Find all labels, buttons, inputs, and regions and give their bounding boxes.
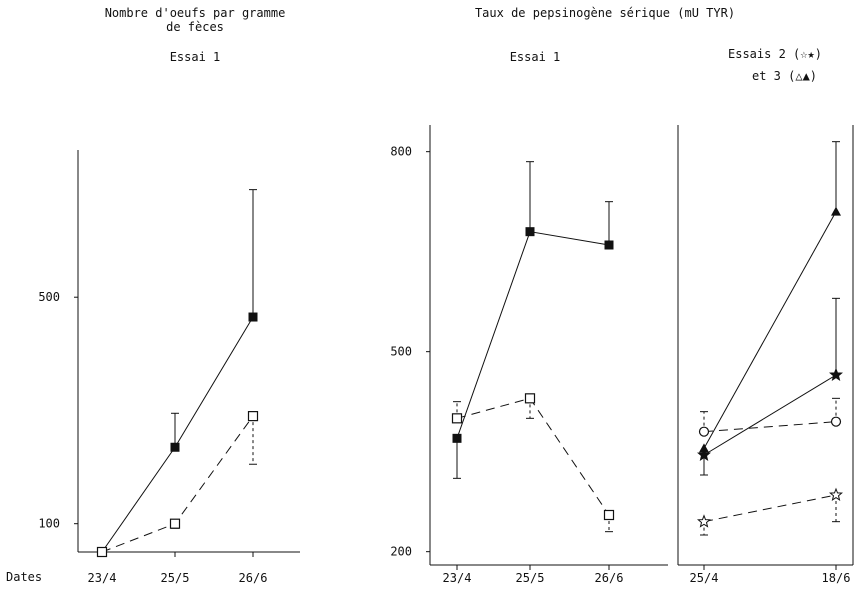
marker-filled-star-2-1-1 bbox=[829, 367, 843, 382]
x-tick-label-2-1: 18/6 bbox=[822, 571, 851, 585]
marker-filled-square-0-0-2 bbox=[248, 312, 258, 322]
y-tick-label-1-0: 200 bbox=[390, 545, 412, 559]
series-line-1-0 bbox=[456, 231, 610, 439]
marker-open-star-2-3-1 bbox=[829, 487, 843, 502]
y-tick-label-1-2: 800 bbox=[390, 145, 412, 159]
marker-open-circle-2-2-1 bbox=[830, 416, 842, 427]
marker-open-square-1-1-0 bbox=[451, 413, 463, 424]
y-tick-label-0-1: 500 bbox=[38, 290, 60, 304]
y-tick-label-1-1: 500 bbox=[390, 345, 412, 359]
marker-open-square-1-1-1 bbox=[524, 393, 536, 404]
x-tick-label-0-2: 26/6 bbox=[239, 571, 268, 585]
y-tick-label-0-0: 100 bbox=[38, 517, 60, 531]
marker-filled-square-1-0-0 bbox=[452, 433, 462, 443]
left-subtitle: Essai 1 bbox=[169, 50, 221, 64]
x-tick-label-1-2: 26/6 bbox=[595, 571, 624, 585]
series-line-0-1 bbox=[101, 415, 254, 553]
marker-filled-square-1-0-1 bbox=[525, 227, 535, 237]
series-line-2-0 bbox=[703, 211, 837, 449]
marker-filled-square-1-0-2 bbox=[604, 240, 614, 250]
marker-filled-square-0-0-1 bbox=[170, 442, 180, 452]
series-line-2-2 bbox=[703, 421, 837, 433]
right-subtitle-line1: Essais 2 (☆★) bbox=[728, 47, 822, 61]
x-tick-label-1-1: 25/5 bbox=[516, 571, 545, 585]
right-subtitle-line2: et 3 (△▲) bbox=[752, 69, 818, 83]
series-line-2-1 bbox=[703, 374, 837, 456]
series-line-0-0 bbox=[101, 316, 254, 553]
mid-subtitle: Essai 1 bbox=[509, 50, 561, 64]
left-title-line2: de fèces bbox=[166, 20, 224, 34]
marker-open-star-2-3-0 bbox=[697, 514, 711, 528]
series-line-1-1 bbox=[456, 397, 610, 516]
marker-open-circle-2-2-0 bbox=[698, 426, 710, 437]
x-tick-label-2-0: 25/4 bbox=[690, 571, 719, 585]
marker-open-square-1-1-2 bbox=[603, 509, 615, 521]
x-tick-label-1-0: 23/4 bbox=[443, 571, 472, 585]
marker-open-square-0-1-2 bbox=[247, 411, 259, 422]
x-tick-label-0-0: 23/4 bbox=[88, 571, 117, 585]
marker-filled-star-2-1-0 bbox=[697, 447, 711, 462]
marker-filled-triangle-2-0-1 bbox=[831, 206, 841, 216]
marker-open-square-0-1-0 bbox=[96, 546, 108, 558]
dates-label: Dates bbox=[6, 570, 43, 584]
right-title: Taux de pepsinogène sérique (mU TYR) bbox=[474, 6, 736, 20]
marker-open-square-0-1-1 bbox=[169, 518, 181, 529]
left-title-line1: Nombre d'oeufs par gramme bbox=[104, 6, 286, 20]
series-line-2-3 bbox=[703, 494, 837, 523]
x-tick-label-0-1: 25/5 bbox=[161, 571, 190, 585]
